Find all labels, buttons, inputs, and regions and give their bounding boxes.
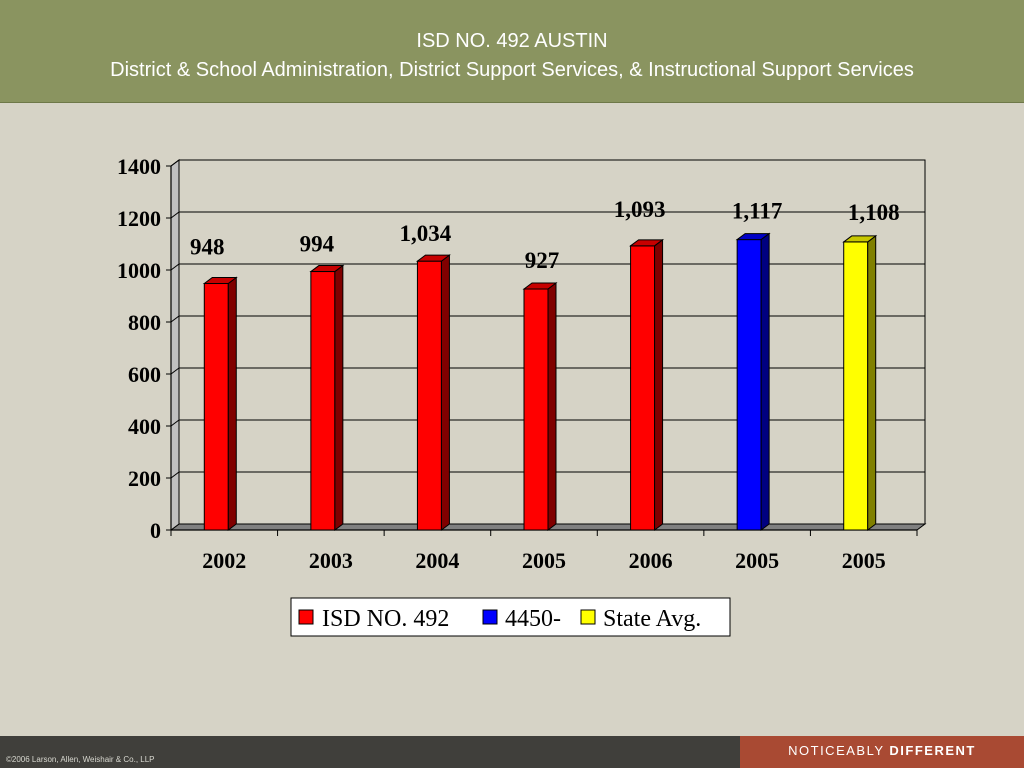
- bar-top: [522, 282, 558, 290]
- gridline-side: [170, 367, 180, 375]
- gridline-side: [170, 471, 180, 479]
- legend-label: ISD NO. 492: [322, 606, 449, 632]
- bar-top: [202, 277, 238, 285]
- bar: [522, 281, 558, 531]
- bar-side: [760, 232, 770, 531]
- legend-swatch: [298, 609, 314, 625]
- bar-front: [310, 271, 336, 531]
- bar-front: [203, 283, 229, 531]
- slide-subtitle: District & School Administration, Distri…: [110, 59, 914, 81]
- tagline: NOTICEABLY DIFFERENT: [740, 743, 1024, 758]
- y-tick-label: 1000: [117, 258, 161, 283]
- bar-front: [416, 260, 442, 531]
- data-label: 1,117: [732, 199, 782, 224]
- bar: [735, 232, 771, 531]
- bar-top: [842, 235, 878, 243]
- x-tick-label: 2002: [202, 548, 246, 573]
- gridline-side: [170, 159, 180, 167]
- slide-title: ISD NO. 492 AUSTIN: [416, 30, 608, 52]
- bar-front: [843, 241, 869, 531]
- legend-label: State Avg.: [603, 606, 701, 632]
- x-tick-label: 2005: [522, 548, 566, 573]
- gridline-side: [170, 211, 180, 219]
- gridline-side: [170, 419, 180, 427]
- data-label: 927: [525, 248, 560, 273]
- tagline-block: NOTICEABLY DIFFERENT: [740, 736, 1024, 768]
- x-tick-label: 2004: [415, 548, 459, 573]
- x-tick-label: 2005: [735, 548, 779, 573]
- bar-side: [334, 264, 344, 531]
- bar-front: [630, 245, 656, 531]
- y-tick-label: 1200: [117, 206, 161, 231]
- data-label: 948: [190, 235, 225, 260]
- footer-bar: [0, 736, 740, 768]
- bar-top: [309, 265, 345, 273]
- legend-swatch: [580, 609, 596, 625]
- bar: [415, 254, 451, 531]
- legend-swatch: [482, 609, 498, 625]
- bar-side: [654, 238, 664, 531]
- bar-side: [867, 234, 877, 531]
- y-tick-label: 400: [128, 414, 161, 439]
- bar-side: [440, 254, 450, 531]
- tagline-light: NOTICEABLY: [788, 743, 885, 758]
- bar: [629, 238, 665, 531]
- data-label: 994: [300, 232, 335, 257]
- x-tick-label: 2006: [629, 548, 673, 573]
- y-tick-label: 200: [128, 466, 161, 491]
- data-label: 1,034: [400, 221, 452, 246]
- bar-side: [227, 276, 237, 531]
- legend-label: 4450-: [505, 606, 561, 632]
- title-band: ISD NO. 492 AUSTIN District & School Adm…: [0, 0, 1024, 103]
- bar-chart: 0 200 400 600 800 1000 1200 1400 2002 2003 2004 200…: [117, 154, 927, 637]
- y-tick-label: 1400: [117, 154, 161, 179]
- gridline-side: [170, 315, 180, 323]
- data-label: 1,093: [614, 197, 666, 222]
- y-tick-label: 0: [150, 518, 161, 543]
- bar-side: [547, 281, 557, 531]
- bar-top: [735, 233, 771, 241]
- bar: [842, 234, 878, 531]
- bar-front: [736, 239, 762, 531]
- y-tick-label: 800: [128, 310, 161, 335]
- bar: [202, 276, 238, 531]
- x-tick-label: 2005: [842, 548, 886, 573]
- bar-top: [629, 239, 665, 247]
- x-tick-label: 2003: [309, 548, 353, 573]
- tagline-bold: DIFFERENT: [889, 743, 976, 758]
- bar: [309, 264, 345, 531]
- y-tick-label: 600: [128, 362, 161, 387]
- legend-box: [290, 597, 731, 637]
- gridline-side: [170, 263, 180, 271]
- bar-front: [523, 288, 549, 531]
- bar-top: [415, 254, 451, 262]
- data-label: 1,108: [848, 200, 900, 225]
- copyright-text: ©2006 Larson, Allen, Weishair & Co., LLP: [6, 755, 155, 764]
